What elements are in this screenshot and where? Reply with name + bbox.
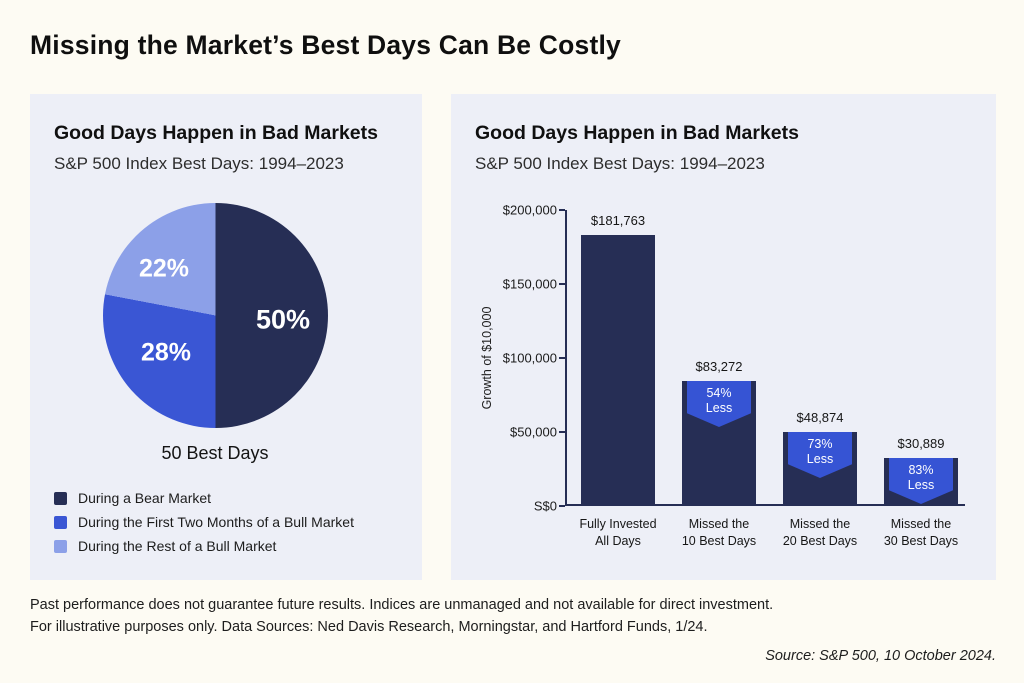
disclaimer-text: Past performance does not guarantee futu… xyxy=(30,594,773,638)
loss-badge-line: Less xyxy=(907,478,935,492)
source-attribution: Source: S&P 500, 10 October 2024. xyxy=(765,648,996,664)
loss-badge: 73% Less xyxy=(788,432,852,478)
y-axis-tick-label: $100,000 xyxy=(502,350,557,366)
x-axis-category-label: Missed the 30 Best Days xyxy=(884,516,958,550)
disclaimer-line-2: For illustrative purposes only. Data Sou… xyxy=(30,619,708,635)
pie-chart: 50% 28% 22% xyxy=(103,203,328,428)
y-axis-tick-mark xyxy=(559,431,565,433)
x-axis-category-label: Fully Invested All Days xyxy=(579,516,656,550)
legend-label: During the First Two Months of a Bull Ma… xyxy=(78,514,354,530)
bar-plot: $200,000 $150,000 $100,000 $50,000 S$0 $181,7… xyxy=(503,203,965,548)
bar-value-label: $181,763 xyxy=(590,213,646,228)
pie-panel: Good Days Happen in Bad Markets S&P 500 … xyxy=(30,94,422,580)
pie-legend: During a Bear Market During the First Tw… xyxy=(54,486,354,558)
bar-value-label: $30,889 xyxy=(897,436,945,451)
bar-fully-invested-all-days xyxy=(581,235,655,504)
y-axis-tick-mark xyxy=(559,505,565,507)
legend-item-rest-of-bull: During the Rest of a Bull Market xyxy=(54,534,354,558)
pie-slice-label-first-two-months: 28% xyxy=(140,338,192,367)
loss-badge: 83% Less xyxy=(889,458,953,504)
x-axis-category-line: Missed the xyxy=(688,517,750,531)
loss-badge-line: 73% xyxy=(807,437,833,451)
pie-panel-title: Good Days Happen in Bad Markets xyxy=(54,122,378,144)
bar-missed-the-10-best-days: 54% Less xyxy=(682,381,756,504)
legend-swatch-light-blue xyxy=(54,539,67,553)
loss-badge: 54% Less xyxy=(687,381,751,427)
page-title: Missing the Market’s Best Days Can Be Co… xyxy=(30,30,621,60)
loss-badge-line: Less xyxy=(705,401,733,415)
legend-label: During the Rest of a Bull Market xyxy=(78,538,277,554)
pie-caption: 50 Best Days xyxy=(161,443,269,463)
y-axis-tick-label: S$0 xyxy=(533,498,557,514)
legend-swatch-navy xyxy=(54,491,67,505)
x-axis-category-line: Fully Invested xyxy=(579,517,657,531)
x-axis-category-line: Missed the xyxy=(789,517,851,531)
bar-panel-subtitle: S&P 500 Index Best Days: 1994–2023 xyxy=(475,154,765,173)
pie-slice-label-bear: 50% xyxy=(255,304,311,335)
y-axis-tick-mark xyxy=(559,357,565,359)
y-axis-tick-label: $50,000 xyxy=(510,424,557,440)
bar-missed-the-20-best-days: 73% Less xyxy=(783,432,857,504)
legend-item-first-two-months: During the First Two Months of a Bull Ma… xyxy=(54,510,354,534)
bar-value-label: $83,272 xyxy=(695,359,743,374)
y-axis-tick-label: $200,000 xyxy=(502,202,557,218)
y-axis-tick-mark xyxy=(559,283,565,285)
y-axis-tick-mark xyxy=(559,209,565,211)
loss-badge-line: 54% xyxy=(706,386,732,400)
x-axis-category-line: All Days xyxy=(595,534,641,548)
legend-label: During a Bear Market xyxy=(78,490,212,506)
bar-panel-title: Good Days Happen in Bad Markets xyxy=(475,122,799,144)
x-axis-category-line: 10 Best Days xyxy=(681,534,757,548)
legend-swatch-blue xyxy=(54,515,67,529)
y-axis-tick-label: $150,000 xyxy=(502,276,557,292)
pie-slice-label-rest-of-bull: 22% xyxy=(138,254,190,283)
loss-badge-line: 83% xyxy=(908,463,934,477)
x-axis-category-label: Missed the 10 Best Days xyxy=(682,516,756,550)
bar-missed-the-30-best-days: 83% Less xyxy=(884,458,958,504)
loss-badge-line: Less xyxy=(806,452,834,466)
bar-value-label: $48,874 xyxy=(796,410,844,425)
pie-panel-subtitle: S&P 500 Index Best Days: 1994–2023 xyxy=(54,154,344,173)
y-axis-title: Growth of $10,000 xyxy=(480,306,494,410)
x-axis-category-line: 20 Best Days xyxy=(782,534,858,548)
x-axis-category-label: Missed the 20 Best Days xyxy=(783,516,857,550)
x-axis-category-line: 30 Best Days xyxy=(883,534,959,548)
legend-item-bear-market: During a Bear Market xyxy=(54,486,354,510)
x-axis-category-line: Missed the xyxy=(890,517,952,531)
disclaimer-line-1: Past performance does not guarantee futu… xyxy=(30,597,774,613)
bar-panel: Good Days Happen in Bad Markets S&P 500 … xyxy=(451,94,996,580)
